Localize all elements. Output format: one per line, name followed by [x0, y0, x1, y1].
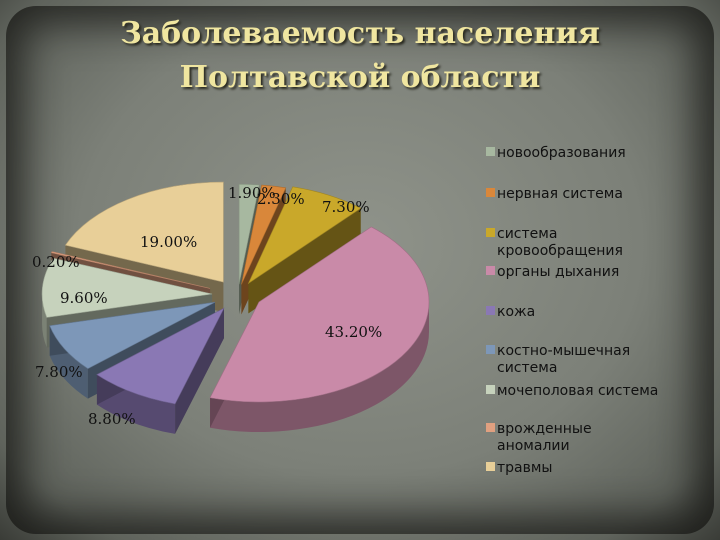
pie-data-label: 0.20% [32, 253, 80, 271]
legend-swatch [486, 147, 495, 156]
title-line-1: Заболеваемость населения [120, 16, 600, 51]
pie-data-label: 1.90% [228, 184, 276, 202]
legend-label: костно-мышечная система [497, 343, 630, 376]
legend-label: новообразования [497, 145, 626, 161]
pie-data-label: 43.20% [325, 323, 382, 341]
pie-data-label: 9.60% [60, 289, 108, 307]
pie-slice [247, 186, 362, 285]
legend-item: новообразования [486, 145, 626, 161]
legend-item: система кровообращения [486, 226, 623, 259]
pie-slice [209, 226, 430, 403]
pie-data-label: 7.80% [35, 363, 83, 381]
legend-swatch [486, 423, 495, 432]
legend-swatch [486, 306, 495, 315]
legend-item: кожа [486, 304, 535, 320]
legend-item: врожденные аномалии [486, 421, 592, 454]
pie-slice [238, 183, 260, 285]
legend-item: мочеполовая система [486, 383, 658, 399]
legend-label: кожа [497, 304, 535, 320]
pie-data-label: 2.30% [257, 190, 305, 208]
pie-data-label: 7.30% [322, 198, 370, 216]
chart-legend: новообразования нервная система система кро… [486, 145, 658, 476]
legend-label: нервная система [497, 186, 623, 202]
pie-slice-edge [248, 208, 361, 314]
pie-slice [49, 301, 216, 370]
pie-slices [41, 181, 430, 434]
pie-data-labels: 1.90%2.30% 7.30% 43.20% 8.80% 7.80% 9.60% 0.20… [32, 184, 382, 428]
legend-swatch [486, 345, 495, 354]
legend-swatch [486, 266, 495, 275]
pie-slice [41, 257, 213, 318]
legend-item: травмы [486, 460, 553, 476]
pie-slice [64, 181, 224, 283]
legend-swatch [486, 462, 495, 471]
pie-data-label: 19.00% [140, 233, 197, 251]
slide-title: Заболеваемость населения Полтавской обла… [60, 12, 660, 100]
legend-label: система кровообращения [497, 226, 623, 259]
pie-slice [96, 307, 225, 405]
legend-swatch [486, 188, 495, 197]
legend-label: мочеполовая система [497, 383, 658, 399]
title-line-2: Полтавской области [179, 60, 541, 95]
legend-label: органы дыхания [497, 264, 619, 280]
legend-label: травмы [497, 460, 553, 476]
legend-label: врожденные аномалии [497, 421, 592, 454]
pie-data-label: 8.80% [88, 410, 136, 428]
pie-slice [50, 251, 211, 289]
pie-slice [241, 184, 287, 285]
legend-swatch [486, 228, 495, 237]
legend-swatch [486, 385, 495, 394]
legend-item: нервная система [486, 186, 623, 202]
pie-slice-wall [210, 301, 429, 432]
legend-item: костно-мышечная система [486, 343, 630, 376]
legend-item: органы дыхания [486, 264, 619, 280]
